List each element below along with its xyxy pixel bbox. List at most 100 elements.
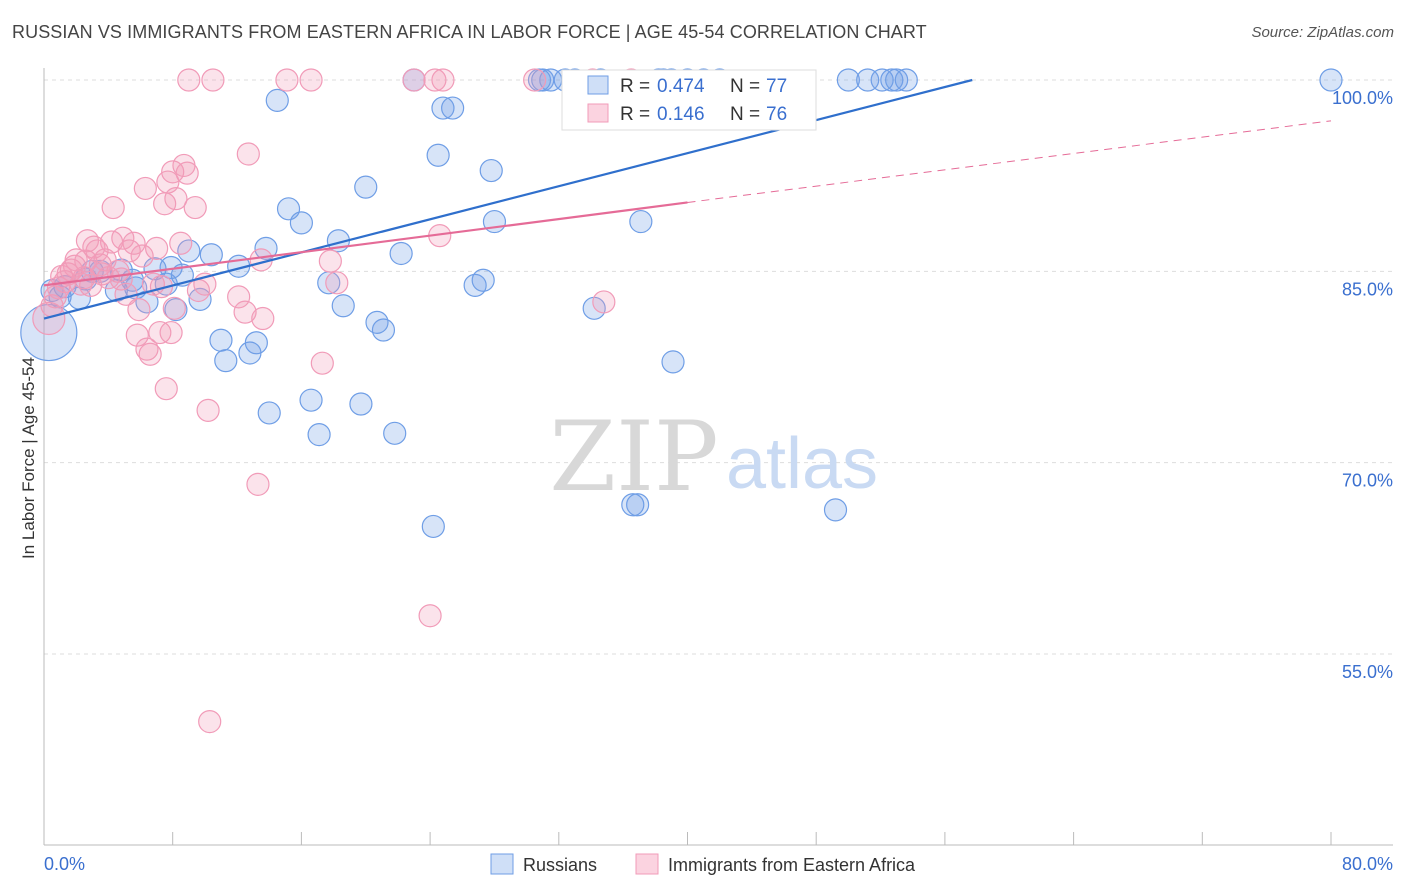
eastern-africa-point-29	[125, 323, 149, 347]
grid-lines	[44, 79, 1393, 655]
eastern-africa-point-65	[318, 249, 342, 273]
russians-point-21	[209, 328, 233, 352]
trend-lines	[43, 78, 1332, 320]
eastern-africa-point-55	[198, 710, 222, 734]
russians-point-0	[20, 303, 78, 362]
russians-point-68	[823, 498, 848, 522]
eastern-africa-point-40	[154, 377, 178, 401]
russians-point-26	[254, 236, 278, 260]
russians-point-41	[389, 241, 413, 266]
eastern-africa-point-31	[130, 244, 154, 268]
eastern-africa-point-66	[325, 271, 349, 295]
russians-point-44	[426, 143, 450, 167]
eastern-africa-point-24	[109, 267, 133, 291]
eastern-africa-point-68	[418, 604, 442, 628]
eastern-africa-point-0	[32, 301, 66, 336]
eastern-africa-point-64	[310, 351, 334, 375]
russians-point-20	[199, 243, 223, 267]
russians-point-40	[383, 421, 407, 445]
eastern-africa-point-49	[177, 68, 201, 92]
eastern-africa-point-59	[246, 472, 270, 496]
russians-point-16	[164, 298, 188, 322]
eastern-africa-point-69	[423, 68, 447, 92]
series-legend: Russians Immigrants from Eastern Africa	[490, 853, 916, 875]
series-eastern-africa-points	[32, 68, 643, 734]
eastern-africa-point-34	[138, 342, 162, 366]
russians-point-58	[621, 493, 645, 517]
legend-n-value-russians: 77	[766, 76, 787, 97]
eastern-africa-point-28	[122, 231, 146, 255]
russians-point-22	[214, 349, 238, 373]
russians-point-25	[244, 331, 268, 355]
eastern-africa-point-67	[402, 68, 426, 92]
x-tick-label-max: 80.0%	[1342, 854, 1393, 874]
russians-point-45	[431, 96, 455, 120]
eastern-africa-point-13	[75, 229, 100, 253]
legend-r-value-eastern-africa: 0.146	[657, 104, 705, 125]
y-tick-label-100: 100.0%	[1332, 88, 1393, 108]
eastern-africa-point-58	[236, 142, 260, 166]
russians-point-35	[331, 294, 355, 318]
bottom-legend-swatch-eastern-africa	[635, 853, 659, 875]
russians-point-48	[471, 268, 495, 292]
eastern-africa-point-25	[111, 226, 135, 250]
legend-r-value-russians: 0.474	[657, 76, 705, 97]
y-axis-title: In Labor Force | Age 45-54	[19, 357, 38, 559]
legend-n-label-eastern-africa: N =	[730, 104, 760, 125]
stats-legend: R = 0.474 N = 77 R = 0.146 N = 76	[561, 69, 817, 131]
eastern-africa-point-44	[162, 296, 186, 320]
eastern-africa-point-50	[183, 195, 207, 220]
legend-n-value-eastern-africa: 76	[766, 104, 787, 125]
russians-point-49	[479, 158, 503, 183]
russians-point-27	[257, 401, 281, 425]
eastern-africa-point-56	[227, 285, 251, 309]
y-tick-labels: 55.0% 70.0% 85.0% 100.0%	[1332, 88, 1393, 682]
eastern-africa-point-54	[201, 68, 225, 92]
eastern-africa-point-16	[85, 239, 109, 263]
eastern-africa-point-45	[164, 187, 188, 211]
legend-r-label-russians: R =	[620, 76, 650, 97]
eastern-africa-point-48	[175, 161, 199, 185]
russians-point-74	[894, 68, 918, 92]
bottom-legend-swatch-russians	[490, 853, 514, 875]
eastern-africa-point-53	[196, 398, 220, 422]
russians-point-28	[265, 88, 289, 113]
y-tick-label-85: 85.0%	[1342, 279, 1393, 299]
y-tick-label-70: 70.0%	[1342, 471, 1393, 491]
russians-point-60	[629, 209, 653, 234]
eastern-africa-point-57	[233, 300, 257, 324]
legend-swatch-russians	[587, 75, 609, 95]
eastern-africa-point-10	[69, 272, 93, 296]
trend-line-eastern-africa	[43, 201, 688, 287]
eastern-africa-point-74	[592, 290, 616, 314]
bottom-legend-label-eastern-africa: Immigrants from Eastern Africa	[668, 855, 916, 875]
russians-point-43	[421, 514, 445, 539]
eastern-africa-point-22	[101, 195, 125, 220]
eastern-africa-point-61	[251, 306, 275, 331]
eastern-africa-point-36	[145, 236, 169, 260]
bottom-legend-label-russians: Russians	[523, 855, 597, 875]
russians-point-36	[349, 392, 373, 416]
eastern-africa-point-71	[431, 68, 455, 92]
eastern-africa-point-30	[127, 298, 151, 322]
russians-point-59	[626, 493, 650, 517]
russians-point-69	[836, 68, 860, 92]
watermark-atlas: atlas	[726, 424, 878, 504]
eastern-africa-point-42	[159, 320, 183, 345]
eastern-africa-point-72	[523, 68, 547, 92]
x-tick-label-min: 0.0%	[44, 854, 85, 874]
chart-title: RUSSIAN VS IMMIGRANTS FROM EASTERN AFRIC…	[12, 22, 927, 42]
eastern-africa-point-46	[169, 231, 193, 255]
russians-point-39	[371, 318, 396, 342]
legend-swatch-eastern-africa	[587, 103, 609, 123]
russians-point-73	[885, 68, 909, 92]
russians-point-30	[289, 211, 313, 235]
trend-line-eastern-africa-extension	[687, 120, 1332, 203]
legend-n-label-russians: N =	[730, 76, 760, 97]
x-axis-ticks	[43, 832, 1332, 845]
russians-point-31	[299, 388, 323, 412]
russians-point-32	[307, 423, 331, 447]
legend-r-label-eastern-africa: R =	[620, 104, 650, 125]
eastern-africa-point-63	[299, 68, 323, 92]
